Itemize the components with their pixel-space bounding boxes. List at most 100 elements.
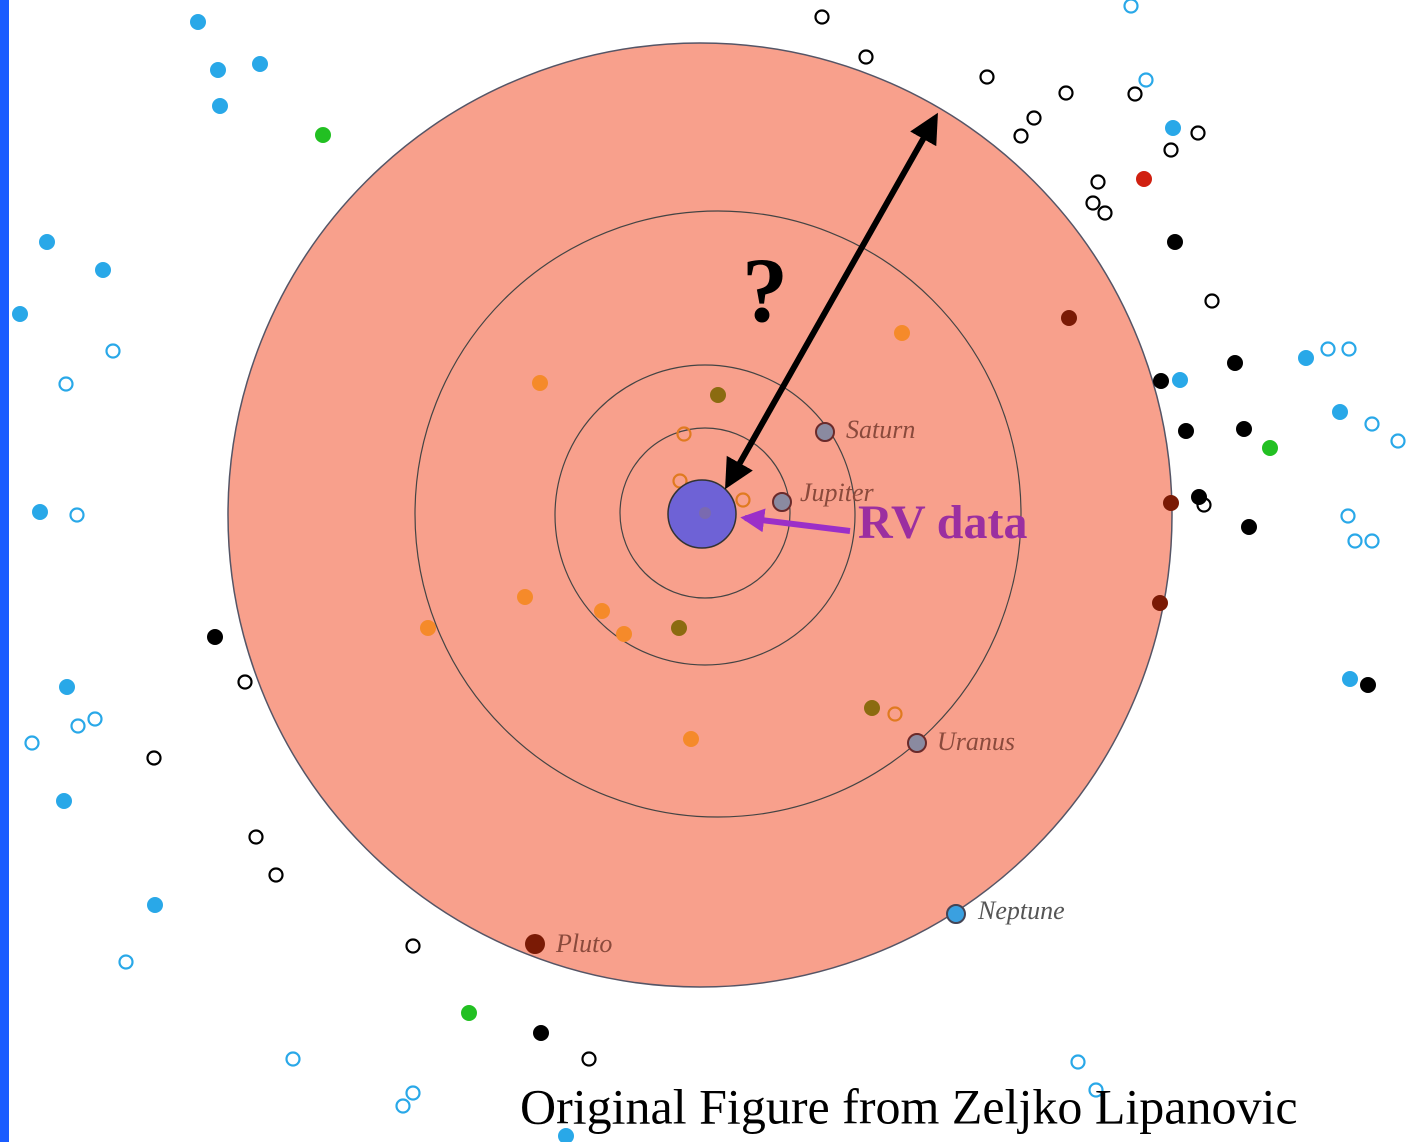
object-dot [105, 343, 121, 359]
planet-marker [525, 934, 545, 954]
object-dot [70, 718, 86, 734]
object-dot [1332, 404, 1348, 420]
object-dot [190, 14, 206, 30]
question-mark: ? [742, 239, 788, 341]
object-dot [146, 750, 162, 766]
object-dot [1360, 677, 1376, 693]
object-dot [32, 504, 48, 520]
object-dot [683, 731, 699, 747]
orbits [414, 210, 1022, 818]
object-dot [405, 1085, 421, 1101]
objects [12, 0, 1406, 1142]
object-dot [461, 1005, 477, 1021]
object-dot [594, 603, 610, 619]
object-dot [814, 9, 830, 25]
object-dot [1347, 533, 1363, 549]
object-dot [1342, 671, 1358, 687]
object-dot [1085, 195, 1101, 211]
object-dot [1090, 174, 1106, 190]
side-strip [0, 0, 9, 1142]
object-dot [735, 492, 751, 508]
object-dot [1127, 86, 1143, 102]
object-dot [1167, 234, 1183, 250]
object-dot [118, 954, 134, 970]
object-dot [1341, 341, 1357, 357]
object-dot [1163, 142, 1179, 158]
object-dot [1136, 171, 1152, 187]
object-dot [887, 706, 903, 722]
object-dot [1241, 519, 1257, 535]
object-dot [1320, 341, 1336, 357]
object-dot [864, 700, 880, 716]
object-dot [87, 711, 103, 727]
planet-label: Pluto [555, 929, 612, 958]
object-dot [1172, 372, 1188, 388]
object-dot [39, 234, 55, 250]
object-dot [1364, 416, 1380, 432]
object-dot [1152, 595, 1168, 611]
object-dot [1190, 125, 1206, 141]
object-dot [979, 69, 995, 85]
object-dot [1061, 310, 1077, 326]
object-dot [268, 867, 284, 883]
object-dot [676, 426, 692, 442]
rv-arrow [740, 508, 851, 534]
object-dot [1262, 440, 1278, 456]
object-dot [1340, 508, 1356, 524]
orbit [554, 364, 856, 666]
object-dot [315, 127, 331, 143]
planet-label: Saturn [846, 415, 915, 444]
object-dot [212, 98, 228, 114]
object-dot [24, 735, 40, 751]
object-dot [59, 679, 75, 695]
object-dot [252, 56, 268, 72]
object-dot [420, 620, 436, 636]
object-dot [395, 1098, 411, 1114]
planet-marker [946, 904, 966, 924]
object-dot [405, 938, 421, 954]
object-dot [858, 49, 874, 65]
object-dot [1204, 293, 1220, 309]
object-dot [1364, 533, 1380, 549]
sun-core [699, 507, 711, 519]
planet-label: Neptune [977, 896, 1065, 925]
object-dot [581, 1051, 597, 1067]
distance-arrow [725, 112, 938, 490]
object-dot [558, 1128, 574, 1142]
orbit [619, 427, 791, 599]
object-dot [248, 829, 264, 845]
object-dot [1165, 120, 1181, 136]
object-dot [1236, 421, 1252, 437]
object-dot [56, 793, 72, 809]
planet-marker [772, 492, 792, 512]
object-dot [1298, 350, 1314, 366]
object-dot [1138, 72, 1154, 88]
object-dot [1153, 373, 1169, 389]
object-dot [1163, 495, 1179, 511]
object-dot [1390, 433, 1406, 449]
object-dot [1191, 489, 1207, 505]
object-dot [1013, 128, 1029, 144]
object-dot [1097, 205, 1113, 221]
rv-label: RV data [858, 496, 1027, 549]
object-dot [616, 626, 632, 642]
object-dot [285, 1051, 301, 1067]
object-dot [1178, 423, 1194, 439]
object-dot [12, 306, 28, 322]
object-dot [95, 262, 111, 278]
planet-marker [907, 733, 927, 753]
object-dot [1070, 1054, 1086, 1070]
object-dot [894, 325, 910, 341]
object-dot [532, 375, 548, 391]
object-dot [207, 629, 223, 645]
object-dot [1123, 0, 1139, 14]
object-dot [1088, 1082, 1104, 1098]
object-dot [517, 589, 533, 605]
object-dot [1026, 110, 1042, 126]
orbit [414, 210, 1022, 818]
planet-label: Jupiter [800, 478, 875, 507]
planet-label: Uranus [937, 727, 1015, 756]
object-dot [69, 507, 85, 523]
object-dot [237, 674, 253, 690]
